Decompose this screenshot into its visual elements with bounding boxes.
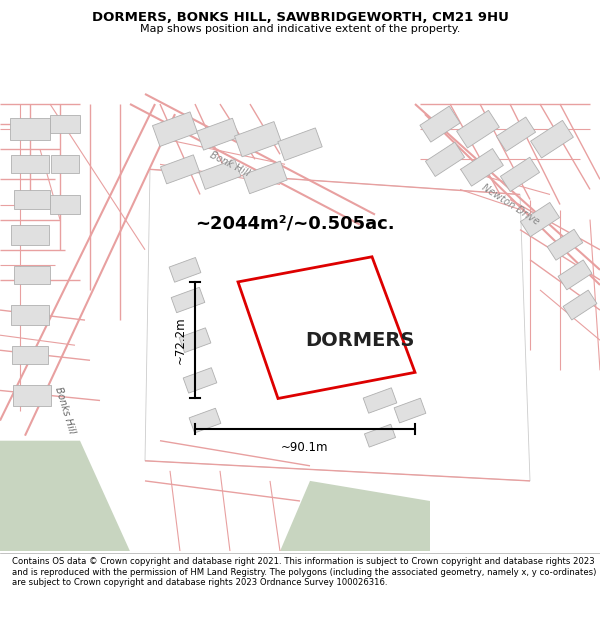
Text: Newton Drive: Newton Drive <box>479 182 541 227</box>
Polygon shape <box>160 155 200 184</box>
Polygon shape <box>420 106 460 142</box>
Polygon shape <box>0 441 130 551</box>
Text: ~2044m²/~0.505ac.: ~2044m²/~0.505ac. <box>195 214 395 232</box>
Polygon shape <box>199 159 241 189</box>
Polygon shape <box>14 266 50 284</box>
Text: Bonk Hill: Bonk Hill <box>208 150 251 179</box>
Polygon shape <box>500 158 539 191</box>
Polygon shape <box>12 346 48 364</box>
Polygon shape <box>520 202 560 237</box>
Polygon shape <box>275 229 500 451</box>
Polygon shape <box>169 258 201 282</box>
Polygon shape <box>50 115 80 133</box>
Polygon shape <box>457 111 499 148</box>
Polygon shape <box>278 128 322 161</box>
Polygon shape <box>243 161 287 194</box>
Polygon shape <box>530 121 574 158</box>
Polygon shape <box>425 142 464 176</box>
Polygon shape <box>14 191 50 209</box>
Text: Map shows position and indicative extent of the property.: Map shows position and indicative extent… <box>140 24 460 34</box>
Polygon shape <box>171 288 205 312</box>
Polygon shape <box>179 328 211 352</box>
Polygon shape <box>145 169 530 481</box>
Polygon shape <box>13 386 51 406</box>
Text: Contains OS data © Crown copyright and database right 2021. This information is : Contains OS data © Crown copyright and d… <box>12 557 596 587</box>
Polygon shape <box>364 424 395 447</box>
Polygon shape <box>50 196 80 214</box>
Polygon shape <box>394 398 426 423</box>
Polygon shape <box>461 149 503 186</box>
Polygon shape <box>563 290 597 320</box>
Polygon shape <box>152 112 197 146</box>
Text: Bonks Hill: Bonks Hill <box>53 386 77 435</box>
Polygon shape <box>363 388 397 413</box>
Text: DORMERS, BONKS HILL, SAWBRIDGEWORTH, CM21 9HU: DORMERS, BONKS HILL, SAWBRIDGEWORTH, CM2… <box>92 11 508 24</box>
Text: ~90.1m: ~90.1m <box>281 441 329 454</box>
Polygon shape <box>189 408 221 433</box>
Polygon shape <box>51 155 79 173</box>
Polygon shape <box>197 118 239 150</box>
Polygon shape <box>183 368 217 393</box>
Text: ~72.2m: ~72.2m <box>174 316 187 364</box>
Polygon shape <box>235 122 281 157</box>
Text: DORMERS: DORMERS <box>305 331 415 350</box>
Polygon shape <box>547 229 583 260</box>
Polygon shape <box>558 260 592 290</box>
Polygon shape <box>280 481 430 551</box>
Polygon shape <box>11 305 49 325</box>
Polygon shape <box>10 118 50 140</box>
Polygon shape <box>11 224 49 245</box>
Polygon shape <box>496 117 536 151</box>
Polygon shape <box>11 155 49 173</box>
